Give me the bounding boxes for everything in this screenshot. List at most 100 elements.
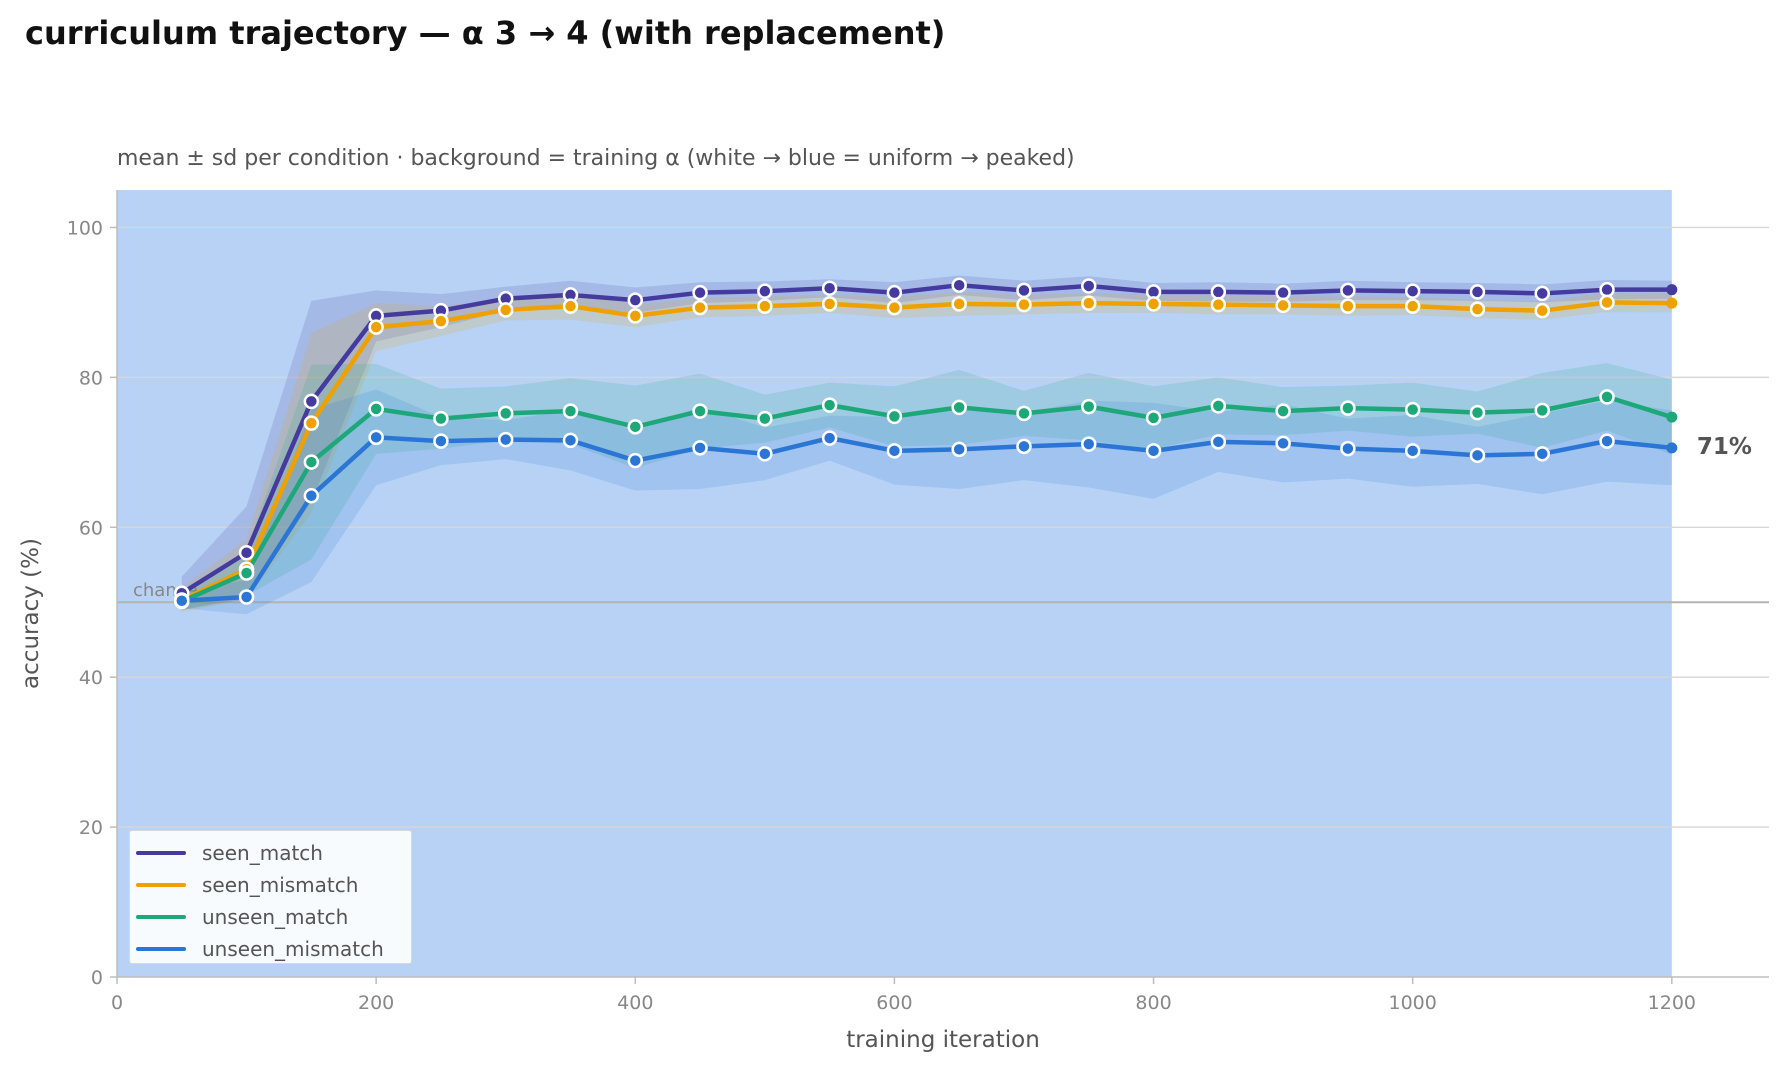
point-seen_match-1200	[1666, 284, 1678, 296]
point-unseen_match-350	[562, 403, 579, 419]
point-unseen_match-200	[368, 401, 384, 417]
point-unseen_mismatch-150	[303, 488, 320, 504]
legend-label-seen_match: seen_match	[202, 841, 323, 865]
point-unseen_mismatch-200	[368, 429, 384, 446]
legend-label-unseen_mismatch: unseen_mismatch	[202, 937, 384, 961]
point-seen_match-1150	[1599, 281, 1615, 298]
x-tick-label-1200: 1200	[1648, 992, 1696, 1014]
point-seen_mismatch-150	[303, 415, 320, 431]
point-seen_match-650	[951, 277, 967, 293]
point-unseen_mismatch-350	[562, 432, 579, 449]
point-unseen_mismatch-750	[1081, 436, 1097, 452]
point-unseen_match-700	[1016, 405, 1032, 422]
point-unseen_match-400	[627, 419, 644, 435]
point-seen_mismatch-800	[1145, 296, 1162, 312]
x-axis-label: training iteration	[846, 1027, 1040, 1053]
point-seen_match-400	[627, 292, 644, 308]
point-seen_mismatch-450	[692, 299, 708, 316]
point-unseen_match-1200	[1666, 411, 1678, 423]
point-unseen_match-150	[303, 454, 320, 470]
legend-item-unseen_mismatch: unseen_mismatch	[130, 933, 411, 965]
point-seen_match-150	[303, 393, 320, 410]
point-seen_match-600	[886, 284, 903, 301]
y-tick-label-20: 20	[79, 817, 103, 839]
point-unseen_match-250	[433, 410, 449, 427]
point-seen_mismatch-1200	[1666, 297, 1678, 309]
point-unseen_match-550	[821, 397, 838, 413]
legend-item-seen_mismatch: seen_mismatch	[130, 869, 411, 901]
band-seen_match	[181, 275, 1672, 610]
point-unseen_mismatch-950	[1340, 440, 1356, 457]
line-unseen_mismatch	[179, 435, 1675, 603]
point-seen_match-1050	[1469, 284, 1486, 300]
line-unseen_match	[179, 394, 1675, 604]
x-tick-label-600: 600	[876, 992, 912, 1014]
point-seen_mismatch-500	[757, 298, 773, 314]
point-seen_mismatch-850	[1210, 296, 1227, 313]
point-unseen_mismatch-700	[1016, 438, 1032, 455]
x-tick-label-0: 0	[111, 992, 123, 1014]
chart-title: curriculum trajectory — α 3 → 4 (with re…	[25, 14, 946, 52]
point-seen_mismatch-950	[1340, 298, 1356, 314]
point-unseen_mismatch-650	[951, 441, 967, 458]
point-unseen_mismatch-900	[1275, 435, 1291, 452]
point-unseen_match-850	[1210, 398, 1227, 414]
legend-swatch-unseen_mismatch	[136, 947, 186, 951]
x-tick-label-400: 400	[617, 992, 653, 1014]
y-tick-label-80: 80	[79, 367, 103, 389]
point-unseen_match-300	[497, 405, 514, 422]
point-seen_mismatch-1100	[1534, 302, 1551, 319]
point-unseen_mismatch-400	[627, 452, 644, 469]
point-seen_mismatch-1000	[1404, 298, 1421, 314]
point-unseen_match-500	[757, 410, 773, 427]
point-unseen_match-950	[1340, 400, 1356, 416]
point-unseen_match-1050	[1469, 404, 1486, 421]
point-seen_match-1100	[1534, 285, 1551, 302]
series-points	[174, 277, 1678, 610]
point-seen_mismatch-350	[562, 298, 579, 314]
legend-swatch-seen_match	[136, 851, 186, 855]
point-seen_mismatch-750	[1081, 295, 1097, 311]
point-seen_mismatch-250	[433, 313, 449, 329]
legend-swatch-seen_mismatch	[136, 883, 186, 887]
point-seen_mismatch-600	[886, 299, 903, 316]
chart-subtitle: mean ± sd per condition · background = t…	[117, 146, 1075, 171]
point-unseen_mismatch-100	[238, 589, 255, 605]
final-value-label: 71%	[1697, 434, 1752, 460]
point-unseen_mismatch-250	[433, 433, 449, 449]
legend-swatch-unseen_match	[136, 915, 186, 919]
point-seen_mismatch-550	[821, 296, 838, 312]
point-unseen_match-1100	[1534, 402, 1551, 419]
point-seen_mismatch-1150	[1599, 294, 1615, 311]
point-unseen_mismatch-550	[821, 430, 838, 446]
point-seen_match-700	[1016, 282, 1032, 299]
point-unseen_match-900	[1275, 403, 1291, 419]
x-tick-label-200: 200	[358, 992, 394, 1014]
axes: 0 200 400 600 800 1000 1200 0 20 40 60 80 100	[67, 190, 1769, 1014]
point-unseen_mismatch-850	[1210, 434, 1227, 450]
line-seen_mismatch	[179, 300, 1675, 603]
series-lines	[179, 282, 1675, 604]
point-seen_mismatch-1050	[1469, 301, 1486, 317]
line-seen_match	[179, 282, 1675, 596]
point-unseen_match-450	[692, 403, 708, 419]
point-unseen_mismatch-1050	[1469, 447, 1486, 464]
point-unseen_match-600	[886, 408, 903, 425]
point-seen_mismatch-700	[1016, 296, 1032, 313]
point-seen_match-450	[692, 284, 708, 301]
x-tick-label-1000: 1000	[1389, 992, 1437, 1014]
point-unseen_match-750	[1081, 398, 1097, 415]
point-unseen_mismatch-50	[174, 592, 190, 609]
point-seen_match-100	[238, 545, 255, 561]
point-unseen_mismatch-1200	[1666, 442, 1678, 454]
point-unseen_match-100	[238, 565, 255, 581]
point-unseen_mismatch-1100	[1534, 446, 1551, 462]
y-tick-label-0: 0	[91, 967, 103, 989]
point-seen_match-1000	[1404, 283, 1421, 299]
legend-label-unseen_match: unseen_match	[202, 905, 349, 929]
point-unseen_mismatch-600	[886, 443, 903, 459]
point-unseen_mismatch-500	[757, 446, 773, 462]
y-tick-label-100: 100	[67, 217, 103, 239]
y-tick-label-40: 40	[79, 667, 103, 689]
